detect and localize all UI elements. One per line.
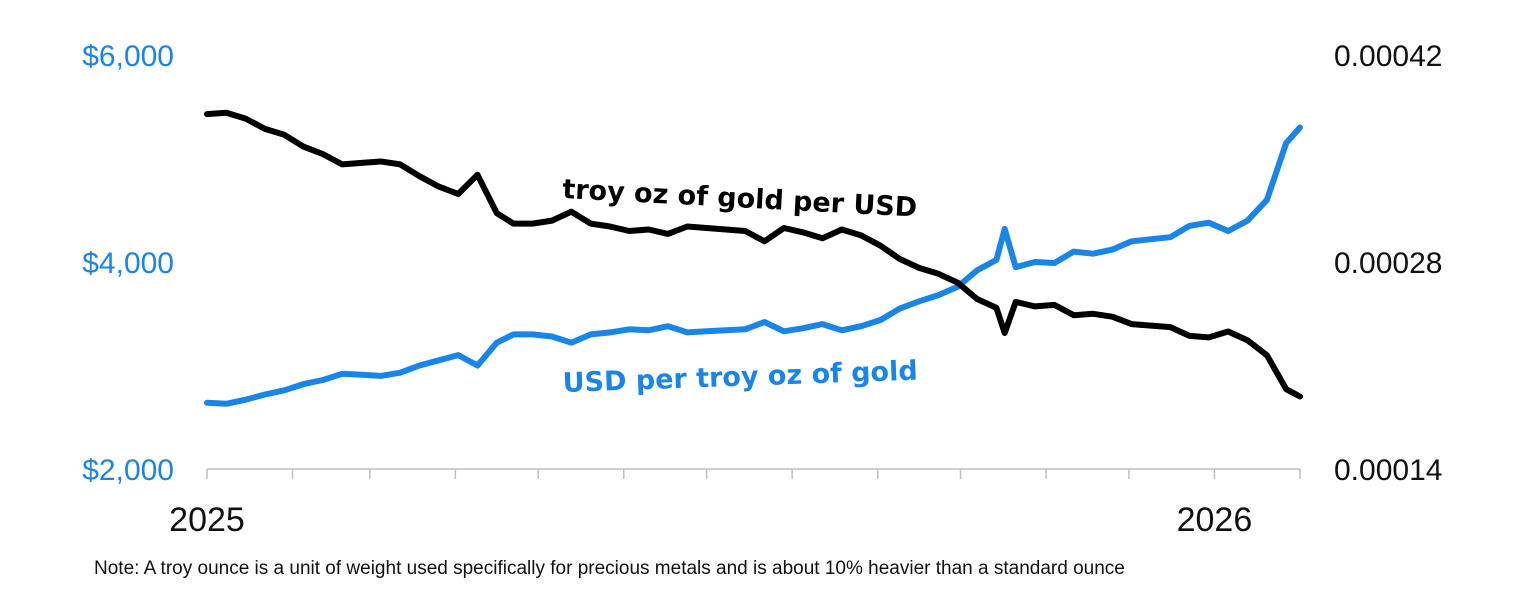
x-axis: 2025 2026 (169, 468, 1301, 539)
series-label-usd-per-oz: USD per troy oz of gold (562, 356, 918, 399)
y-axis-right: 0.00014 0.00028 0.00042 (1334, 40, 1442, 487)
footnote: Note: A troy ounce is a unit of weight u… (94, 558, 1125, 579)
y-left-tick-label: $2,000 (82, 454, 174, 487)
series-line-oz-per-usd (204, 109, 1303, 400)
y-right-tick-label: 0.00028 (1334, 247, 1442, 280)
series-line-usd-per-oz (204, 124, 1303, 407)
series-label-oz-per-usd: troy oz of gold per USD (562, 174, 918, 224)
y-right-tick-label: 0.00042 (1334, 40, 1442, 73)
x-tick-label: 2025 (169, 501, 245, 539)
y-right-tick-label: 0.00014 (1334, 454, 1442, 487)
y-axis-left: $2,000 $4,000 $6,000 (82, 40, 174, 487)
y-left-tick-label: $6,000 (82, 40, 174, 73)
x-minor-ticks (206, 469, 1301, 479)
x-tick-label: 2026 (1177, 501, 1253, 539)
y-left-tick-label: $4,000 (82, 247, 174, 280)
